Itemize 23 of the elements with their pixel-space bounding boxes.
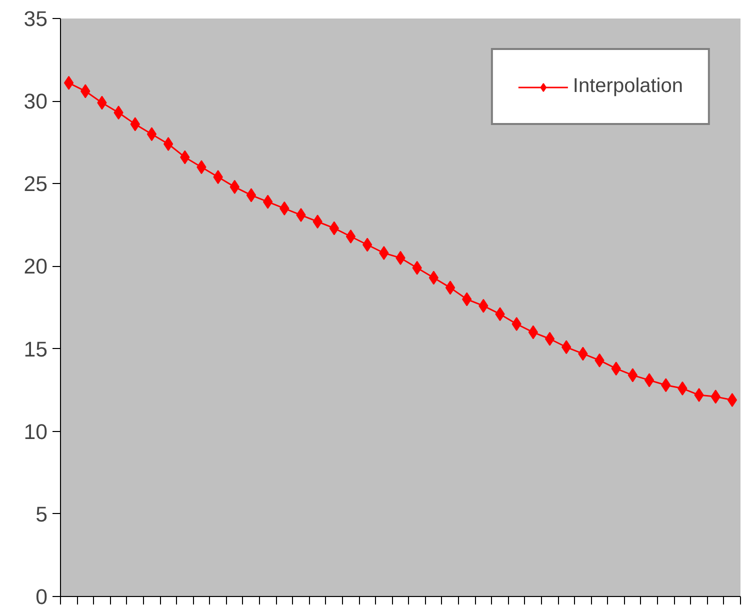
point bbox=[727, 392, 738, 407]
y-tick-label: 5 bbox=[36, 502, 48, 526]
point bbox=[362, 238, 372, 252]
y-tick-label: 25 bbox=[24, 172, 48, 196]
y-tick-label: 15 bbox=[24, 337, 48, 362]
y-tick-label: 10 bbox=[24, 420, 48, 444]
point bbox=[544, 332, 555, 346]
point bbox=[445, 280, 456, 295]
point bbox=[628, 368, 638, 382]
point bbox=[163, 137, 174, 152]
y-tick-label: 0 bbox=[36, 585, 48, 608]
y-tick-label: 20 bbox=[24, 254, 48, 279]
point bbox=[644, 373, 654, 388]
y-tick-label: 30 bbox=[24, 90, 48, 114]
legend-label: Interpolation bbox=[572, 75, 683, 98]
point bbox=[146, 127, 157, 142]
point bbox=[64, 76, 74, 90]
y-tick-label: 35 bbox=[24, 7, 48, 31]
point bbox=[246, 188, 256, 202]
point bbox=[262, 194, 273, 209]
point bbox=[428, 270, 439, 285]
point bbox=[346, 229, 356, 244]
point bbox=[528, 325, 538, 340]
